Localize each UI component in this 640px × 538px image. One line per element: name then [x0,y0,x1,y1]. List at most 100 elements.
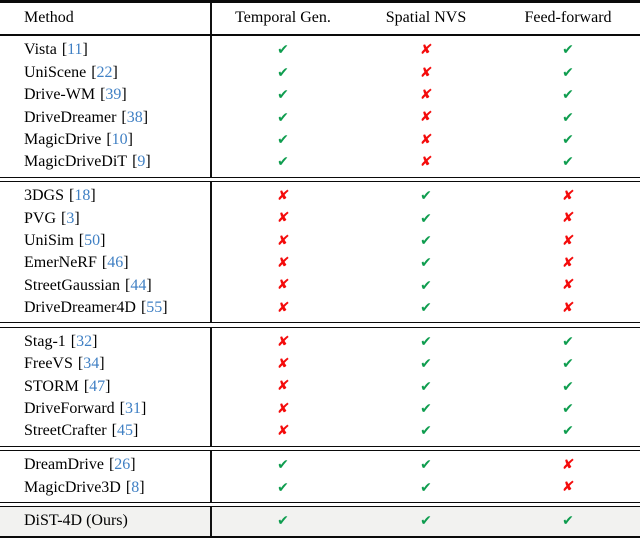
citation-bracket-open: [ [61,209,67,227]
citation: [31] [120,401,147,417]
row-group: DreamDrive [26] ✔ ✔ ✘ MagicDrive3D [8] ✔… [0,451,640,502]
check-icon: ✔ [562,87,574,104]
citation-bracket-close: ] [90,187,96,205]
method-cell: DriveDreamer4D [55] [0,297,210,319]
citation: [32] [70,332,98,350]
method-name: MagicDrive3D [24,478,121,496]
cross-icon: ✘ [561,188,575,205]
citation-number: 39 [105,86,122,104]
method-cell: MagicDrive3D [8] [0,476,210,498]
table-row: MagicDrive [10] ✔ ✘ ✔ [0,129,640,151]
table-row: StreetCrafter [45] ✘ ✔ ✔ [0,420,640,442]
citation: [3] [61,209,80,227]
cross-icon: ✘ [561,255,575,272]
method-name: DreamDrive [24,456,104,474]
table-row: DreamDrive [26] ✔ ✔ ✘ [0,454,640,476]
citation-number: 10 [111,130,128,148]
header-method: Method [0,3,210,34]
citation-bracket-open: [ [106,130,112,148]
citation-bracket-close: ] [139,478,145,496]
method-name: Vista [24,41,57,59]
citation: [44] [124,276,152,294]
method-name: STORM [24,377,79,395]
citation-bracket-open: [ [132,153,138,171]
table-row: MagicDrive3D [8] ✔ ✔ ✘ [0,476,640,498]
method-cell: Drive-WM [39] [0,84,210,106]
cross-icon: ✘ [276,378,290,395]
header-spatial-nvs-label: Spatial NVS [385,9,467,27]
citation-number: 47 [89,377,106,395]
citation-number: 46 [107,254,124,272]
citation-bracket-open: [ [77,355,84,373]
citation-bracket-open: [ [121,108,127,126]
cross-icon: ✘ [276,356,290,373]
citation: [45] [112,423,139,439]
check-icon: ✔ [277,87,289,104]
header-method-label: Method [24,9,74,27]
citation: [8] [125,478,145,496]
check-icon: ✔ [277,513,289,530]
check-icon: ✔ [562,356,574,373]
citation: [55] [141,300,168,316]
header-temporal-gen: Temporal Gen. [210,3,356,34]
citation-number: 22 [96,63,113,81]
method-name: StreetGaussian [24,276,120,294]
method-cell: StreetCrafter [45] [0,420,210,442]
citation: [9] [132,154,151,170]
cross-icon: ✘ [419,64,433,81]
citation-bracket-close: ] [162,299,168,317]
citation-bracket-close: ] [82,41,88,59]
check-icon: ✔ [562,378,574,395]
check-icon: ✔ [420,333,432,350]
table-body: Vista [11] ✔ ✘ ✔ UniScene [22] ✔ ✘ ✔ Dri… [0,36,640,538]
method-cell: FreeVS [34] [0,353,210,375]
check-icon: ✔ [420,513,432,530]
method-name: FreeVS [24,355,73,373]
row-group: Stag-1 [32] ✘ ✔ ✔ FreeVS [34] ✘ ✔ ✔ STOR… [0,327,640,446]
table-row: StreetGaussian [44] ✘ ✔ ✘ [0,274,640,296]
check-icon: ✔ [277,479,289,496]
method-cell: EmerNeRF [46] [0,252,210,274]
table-row: EmerNeRF [46] ✘ ✔ ✘ [0,252,640,274]
check-icon: ✔ [562,42,574,59]
method-cell: Vista [11] [0,39,210,61]
citation-bracket-open: [ [125,478,132,496]
method-cell: STORM [47] [0,375,210,397]
method-cell: DiST-4D (Ours) [0,510,210,532]
citation-bracket-close: ] [140,400,147,418]
cross-icon: ✘ [276,255,290,272]
method-cell: 3DGS [18] [0,185,210,207]
table-row: DriveForward [31] ✘ ✔ ✔ [0,398,640,420]
citation-bracket-open: [ [140,299,147,317]
citation-number: 31 [124,400,141,418]
cross-icon: ✘ [561,457,575,474]
table-row: DiST-4D (Ours) ✔ ✔ ✔ [0,510,640,532]
table-row: DriveDreamer4D [55] ✘ ✔ ✘ [0,297,640,319]
cross-icon: ✘ [561,479,575,496]
method-name: UniSim [24,231,74,249]
method-name: EmerNeRF [24,254,97,272]
cross-icon: ✘ [419,131,433,148]
method-name: PVG [24,209,57,227]
check-icon: ✔ [420,210,432,227]
citation-bracket-open: [ [124,276,131,294]
group-separator-rule [0,176,640,182]
check-icon: ✔ [420,401,432,418]
citation: [38] [121,108,149,126]
citation-bracket-close: ] [145,153,151,171]
citation-bracket-open: [ [70,332,77,350]
citation-bracket-close: ] [142,108,149,126]
ours-row-group: DiST-4D (Ours) ✔ ✔ ✔ [0,507,640,536]
citation-number: 44 [130,276,147,294]
cross-icon: ✘ [276,277,290,294]
check-icon: ✔ [277,154,289,171]
citation-bracket-close: ] [74,209,80,227]
check-icon: ✔ [562,131,574,148]
method-name: UniScene [24,63,87,81]
table-row: 3DGS [18] ✘ ✔ ✘ [0,185,640,207]
citation-number: 38 [126,108,143,126]
citation-bracket-open: [ [119,400,125,418]
cross-icon: ✘ [276,300,290,317]
row-group: 3DGS [18] ✘ ✔ ✘ PVG [3] ✘ ✔ ✘ UniSim [50… [0,181,640,323]
